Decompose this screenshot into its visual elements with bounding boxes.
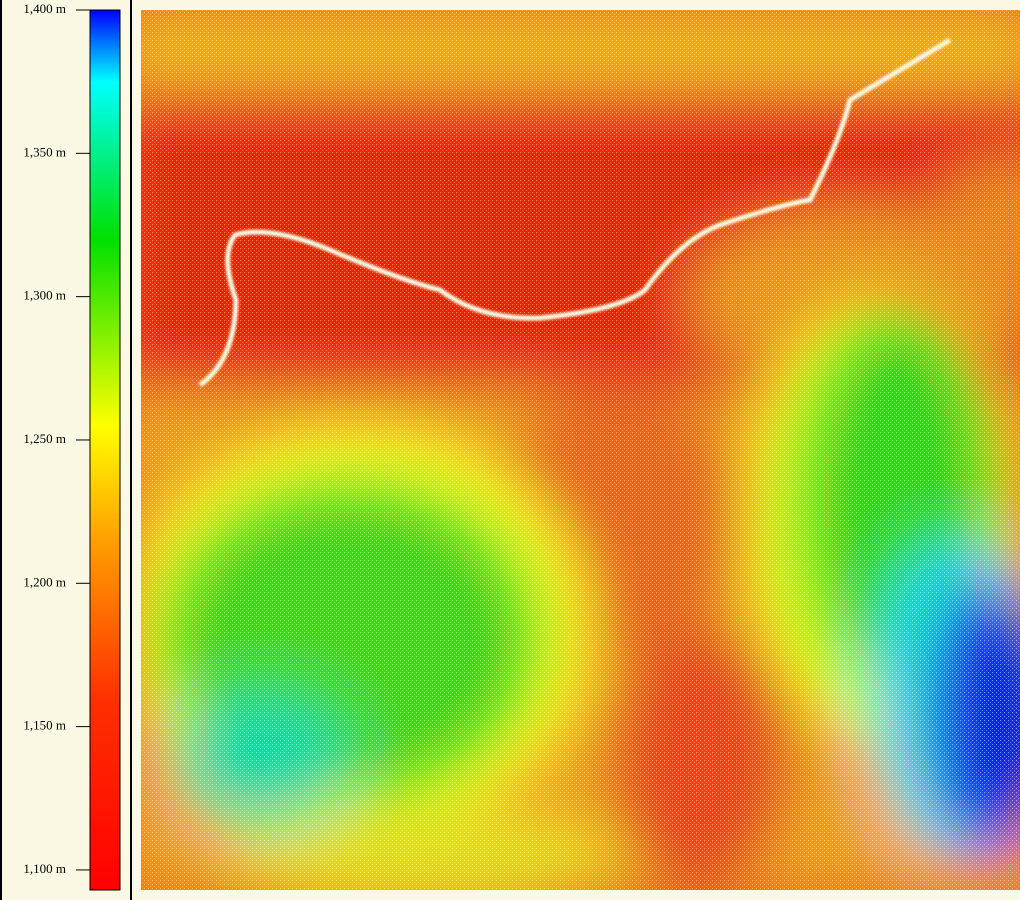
tick-label: 1,150 m [23,718,66,733]
scale-ticks: 1,400 m 1,350 m 1,300 m 1,250 m 1,200 m 1,150… [23,1,90,876]
color-scale [89,9,121,891]
left-edge [0,0,2,900]
tick-label: 1,100 m [23,861,66,876]
panel-divider [130,0,132,900]
tick-label: 1,250 m [23,431,66,446]
tick-label: 1,400 m [23,1,66,16]
tick-label: 1,300 m [23,288,66,303]
tick-label: 1,350 m [23,144,66,159]
tick-label: 1,200 m [23,574,66,589]
elevation-map [141,10,1020,890]
